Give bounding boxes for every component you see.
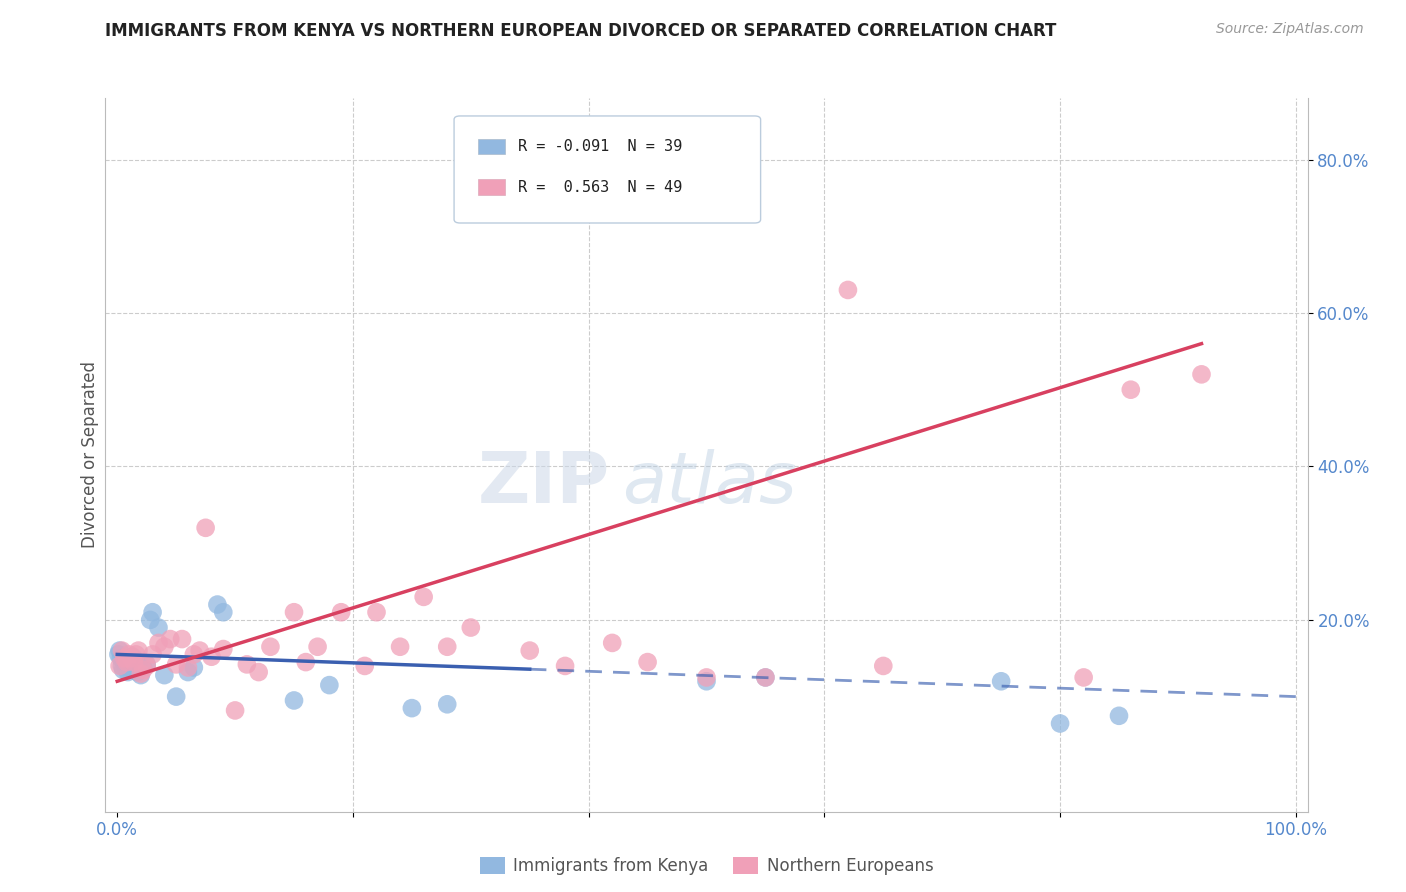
Point [412,590,434,604]
Point [142,648,165,662]
FancyBboxPatch shape [454,116,761,223]
Point [127,665,149,679]
Point [600,636,623,650]
Point [212,605,235,619]
Point [1108,708,1130,723]
Point [122,655,145,669]
Text: ZIP: ZIP [478,449,610,518]
Point [1049,716,1071,731]
Point [125,660,148,674]
Point [389,640,412,654]
Point [159,632,181,646]
Legend: Immigrants from Kenya, Northern Europeans: Immigrants from Kenya, Northern European… [472,850,941,882]
Point [318,678,340,692]
Point [153,668,176,682]
Point [121,649,143,664]
Point [207,598,229,612]
Point [107,648,129,662]
Point [118,655,141,669]
Text: R =  0.563  N = 49: R = 0.563 N = 49 [517,180,682,194]
Point [460,621,482,635]
Point [554,659,576,673]
Point [188,643,211,657]
Point [112,663,135,677]
Point [142,605,165,619]
Point [436,698,458,712]
Point [200,649,222,664]
Point [129,668,152,682]
Point [194,521,217,535]
Point [125,648,148,662]
Point [165,657,187,672]
Point [436,640,458,654]
Point [118,648,141,662]
Point [148,636,170,650]
Point [165,690,187,704]
Point [283,605,305,619]
Point [1073,670,1095,684]
Point [990,674,1012,689]
Text: Source: ZipAtlas.com: Source: ZipAtlas.com [1216,22,1364,37]
Point [115,655,138,669]
Point [132,660,155,674]
Point [401,701,423,715]
Text: atlas: atlas [623,449,797,518]
Point [872,659,894,673]
Point [637,655,659,669]
Point [129,666,152,681]
Text: IMMIGRANTS FROM KENYA VS NORTHERN EUROPEAN DIVORCED OR SEPARATED CORRELATION CHA: IMMIGRANTS FROM KENYA VS NORTHERN EUROPE… [105,22,1057,40]
Point [177,660,200,674]
Point [170,632,193,646]
Point [111,643,134,657]
Point [114,659,136,673]
Point [127,657,149,672]
FancyBboxPatch shape [478,179,505,195]
Point [111,659,134,673]
Point [120,660,142,674]
Point [212,642,235,657]
Point [754,670,776,684]
Point [112,655,135,669]
Point [153,640,176,654]
Text: R = -0.091  N = 39: R = -0.091 N = 39 [517,139,682,154]
Point [122,657,145,672]
Point [139,613,162,627]
Point [236,657,259,672]
Point [696,670,718,684]
Point [124,653,146,667]
Point [148,621,170,635]
Point [1119,383,1142,397]
Point [108,659,131,673]
Point [132,663,155,677]
Point [177,665,200,679]
Point [307,640,329,654]
Point [117,665,139,679]
Point [120,651,142,665]
Point [120,657,142,672]
Point [183,660,205,674]
Point [353,659,375,673]
Point [519,643,541,657]
Point [283,693,305,707]
Point [224,703,246,717]
FancyBboxPatch shape [478,139,505,154]
Point [295,655,318,669]
Point [108,643,131,657]
Point [135,659,157,673]
Point [110,651,132,665]
Point [259,640,281,654]
Point [1191,368,1213,382]
Point [247,665,270,679]
Point [754,670,776,684]
Point [330,605,353,619]
Point [135,657,157,672]
Point [837,283,859,297]
Point [696,674,718,689]
Point [366,605,388,619]
Point [183,648,205,662]
Point [112,651,135,665]
Point [115,660,138,674]
Point [127,643,149,657]
Y-axis label: Divorced or Separated: Divorced or Separated [80,361,98,549]
